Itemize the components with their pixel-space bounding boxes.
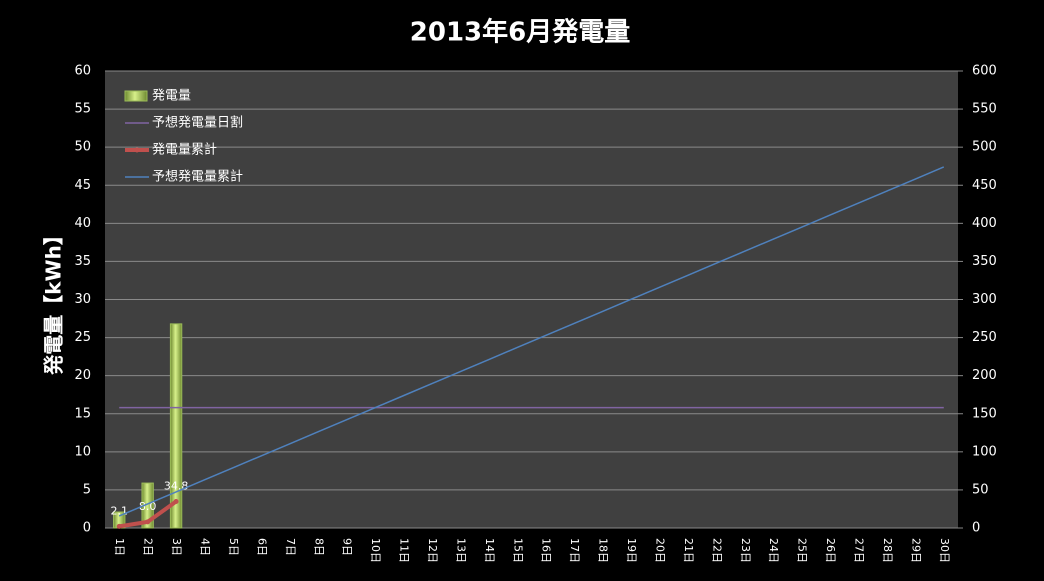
y-tick-label: 45 [74, 178, 91, 193]
x-tick-label: 16日 [540, 538, 553, 563]
x-tick-label: 29日 [909, 538, 922, 563]
marker [116, 523, 122, 529]
x-tick-label: 3日 [170, 538, 183, 556]
y-tick-label: 25 [74, 330, 91, 345]
x-tick-label: 4日 [199, 538, 212, 556]
x-tick-label: 12日 [426, 538, 439, 563]
legend-label: 予想発電量日割 [152, 115, 243, 131]
y2-tick-label: 50 [972, 482, 989, 497]
x-tick-label: 11日 [398, 538, 411, 563]
x-tick-label: 25日 [796, 538, 809, 563]
x-tick-label: 7日 [284, 538, 297, 556]
x-tick-label: 18日 [597, 538, 610, 563]
legend-label: 予想発電量累計 [152, 169, 243, 185]
y-tick-label: 5 [83, 482, 91, 497]
x-tick-label: 13日 [454, 538, 467, 563]
x-tick-label: 21日 [682, 538, 695, 563]
y2-tick-label: 450 [972, 178, 997, 193]
legend-label: 発電量 [152, 89, 191, 104]
x-tick-label: 10日 [369, 538, 382, 563]
data-label: 34.8 [164, 479, 189, 492]
y2-tick-label: 150 [972, 406, 997, 421]
x-tick-label: 5日 [227, 538, 240, 556]
x-tick-label: 26日 [824, 538, 837, 563]
x-tick-label: 14日 [483, 538, 496, 563]
x-tick-label: 8日 [312, 538, 325, 556]
legend-label: 発電量累計 [152, 142, 217, 158]
x-tick-label: 6日 [255, 538, 268, 556]
bar [169, 323, 183, 529]
line-series [118, 166, 945, 517]
x-tick-label: 23日 [739, 538, 752, 563]
y-tick-label: 60 [74, 64, 91, 79]
x-tick-label: 22日 [710, 538, 723, 563]
y2-tick-label: 550 [972, 102, 997, 117]
x-tick-label: 19日 [625, 538, 638, 563]
x-tick-label: 28日 [881, 538, 894, 563]
y-tick-label: 55 [74, 102, 91, 117]
y2-tick-label: 200 [972, 368, 997, 383]
x-tick-label: 15日 [511, 538, 524, 563]
x-tick-label: 1日 [113, 538, 126, 556]
chart-title: 2013年6月発電量 [410, 17, 630, 48]
y-tick-label: 30 [74, 292, 91, 307]
legend-swatch [124, 90, 148, 102]
y2-tick-label: 250 [972, 330, 997, 345]
y2-tick-label: 0 [972, 521, 980, 536]
y2-tick-label: 400 [972, 216, 997, 231]
y-tick-label: 50 [74, 140, 91, 155]
x-tick-label: 27日 [852, 538, 865, 563]
y2-tick-label: 100 [972, 444, 997, 459]
y-tick-label: 40 [74, 216, 91, 231]
y2-tick-label: 600 [972, 64, 997, 79]
marker [173, 498, 179, 504]
x-tick-label: 2日 [142, 538, 155, 556]
y-axis-label: 発電量【kWh】 [42, 225, 66, 376]
x-tick-label: 24日 [767, 538, 780, 563]
y2-tick-label: 350 [972, 254, 997, 269]
y-tick-label: 0 [83, 521, 91, 536]
x-tick-label: 17日 [568, 538, 581, 563]
y-tick-label: 10 [74, 444, 91, 459]
y-tick-label: 35 [74, 254, 91, 269]
marker [145, 519, 151, 525]
x-tick-label: 20日 [653, 538, 666, 563]
y-tick-label: 15 [74, 406, 91, 421]
x-tick-label: 30日 [938, 538, 951, 563]
y2-tick-label: 300 [972, 292, 997, 307]
x-tick-label: 9日 [341, 538, 354, 556]
y-tick-label: 20 [74, 368, 91, 383]
data-label: 8.0 [139, 500, 157, 513]
y2-tick-label: 500 [972, 140, 997, 155]
legend-marker [134, 147, 140, 153]
